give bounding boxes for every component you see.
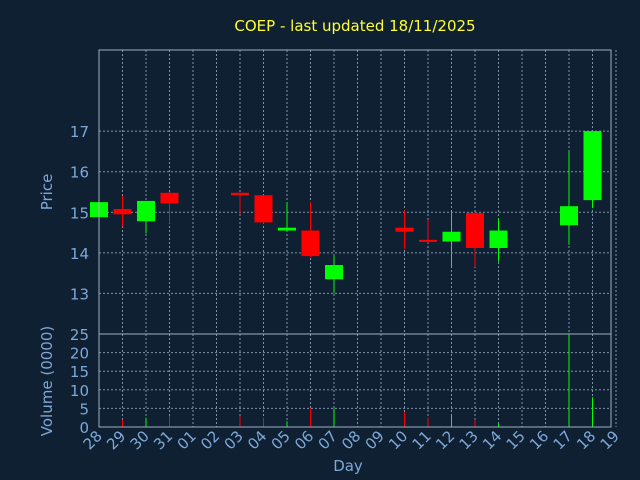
- price-panel-frame: [98, 49, 612, 335]
- candle-body: [442, 231, 461, 242]
- candle-body: [254, 195, 273, 223]
- volume-tick-label: 15: [70, 363, 89, 381]
- price-tick-label: 17: [70, 123, 89, 141]
- candle-body: [231, 192, 249, 196]
- x-tick-label: 12: [432, 427, 458, 453]
- price-tick-label: 13: [70, 285, 89, 303]
- candle-body: [278, 227, 296, 231]
- x-tick-label: 05: [268, 427, 294, 453]
- volume-tick-label: 20: [70, 345, 89, 363]
- price-tick-label: 15: [70, 204, 89, 222]
- candle-body: [419, 239, 437, 242]
- x-tick-label: 18: [573, 427, 599, 453]
- grid: [98, 50, 617, 428]
- x-tick-label: 16: [526, 427, 552, 453]
- candle-body: [395, 227, 414, 232]
- price-axis: 13 14 15 16 17: [70, 123, 89, 303]
- candle-body: [560, 206, 578, 226]
- x-tick-label: 01: [174, 427, 200, 453]
- volume-panel-frame: [98, 333, 612, 428]
- candle-body: [113, 209, 132, 215]
- price-axis-label: Price: [38, 174, 56, 211]
- x-tick-label: 09: [362, 427, 388, 453]
- candle-body: [137, 200, 155, 222]
- volume-tick-label: 10: [70, 382, 89, 400]
- volume-tick-label: 5: [79, 400, 89, 418]
- x-tick-label: 04: [244, 427, 270, 453]
- price-tick-label: 14: [70, 245, 89, 263]
- x-axis-label: Day: [333, 457, 363, 475]
- x-tick-label: 11: [409, 427, 435, 453]
- x-tick-label: 19: [597, 427, 623, 453]
- x-tick-label: 07: [315, 427, 341, 453]
- x-tick-label: 29: [103, 427, 129, 453]
- chart-title: COEP - last updated 18/11/2025: [234, 17, 475, 35]
- x-tick-label: 10: [385, 427, 411, 453]
- x-tick-label: 02: [197, 427, 223, 453]
- volume-bars: [98, 334, 593, 427]
- x-tick-label: 13: [456, 427, 482, 453]
- x-tick-label: 06: [291, 427, 317, 453]
- x-tick-label: 14: [479, 427, 505, 453]
- x-tick-label: 15: [503, 427, 529, 453]
- price-tick-label: 16: [70, 164, 89, 182]
- x-tick-label: 17: [550, 427, 576, 453]
- candle-body: [489, 230, 508, 248]
- candle-body: [301, 230, 320, 257]
- volume-tick-label: 0: [79, 419, 89, 437]
- candle-body: [325, 265, 343, 280]
- candle-body: [583, 131, 602, 201]
- volume-tick-label: 25: [70, 326, 89, 344]
- x-tick-label: 08: [338, 427, 364, 453]
- candle-body: [160, 192, 179, 204]
- volume-axis-label: Volume (0000): [38, 326, 56, 436]
- x-tick-label: 30: [127, 427, 153, 453]
- x-tick-label: 31: [150, 427, 176, 453]
- day-axis: 2829303101020304050607080910111213141516…: [80, 427, 623, 453]
- candle-body: [466, 213, 484, 248]
- x-tick-label: 03: [221, 427, 247, 453]
- candlesticks: [90, 131, 602, 294]
